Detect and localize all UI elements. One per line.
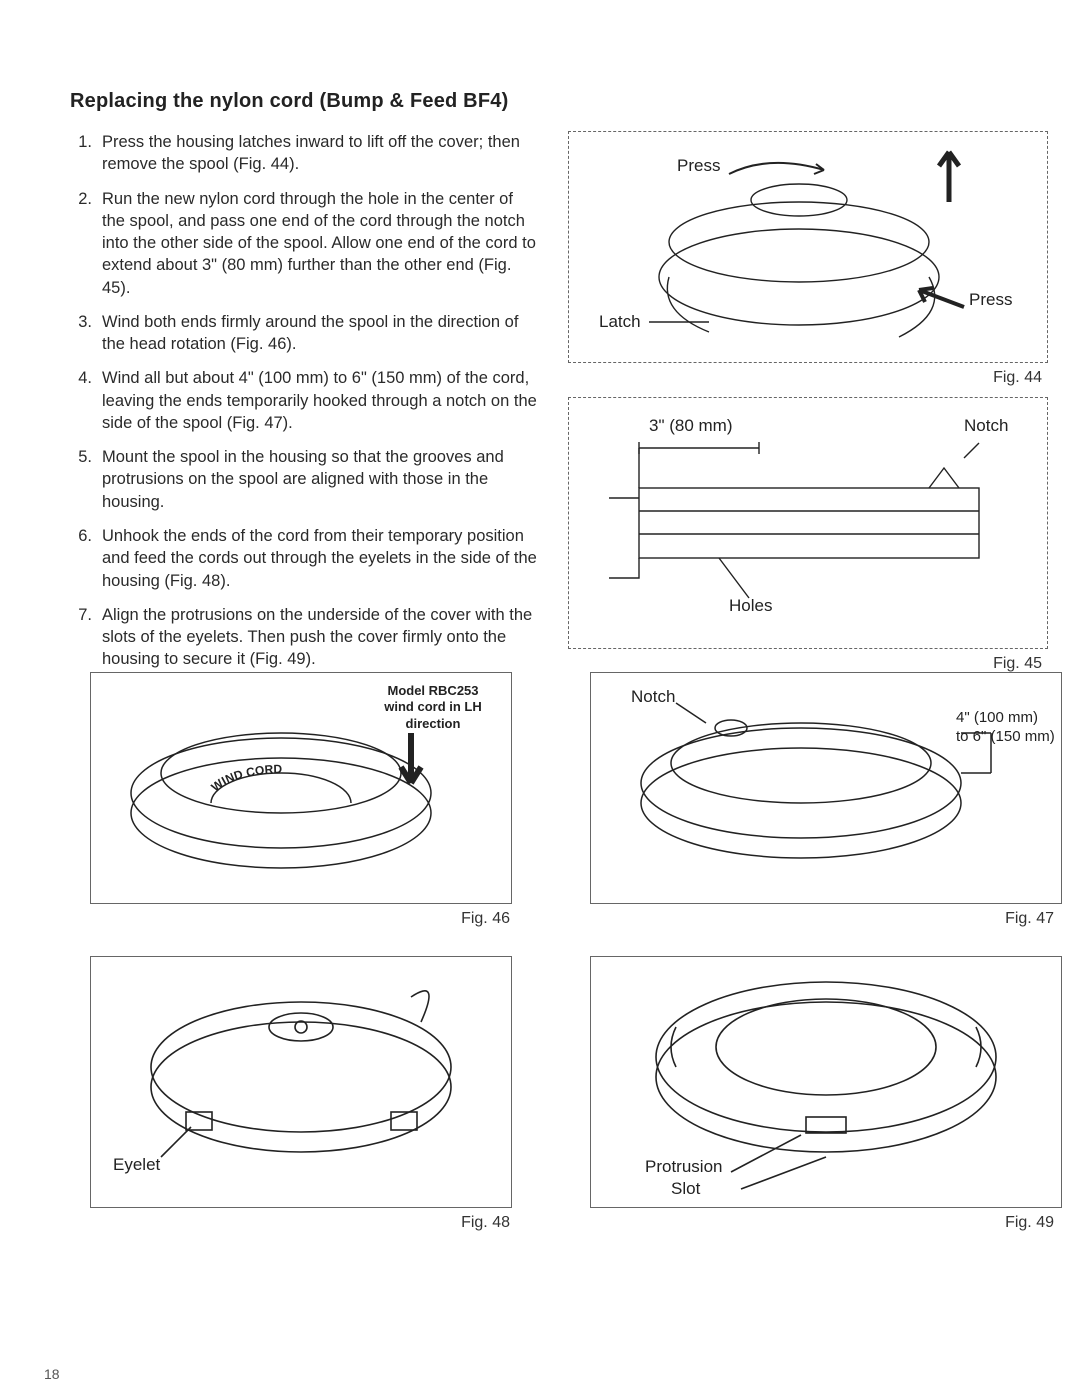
figure-45: 3" (80 mm) Notch Holes — [568, 397, 1048, 649]
figure-44: Press Press Latch — [568, 131, 1048, 363]
figure-44-svg — [569, 132, 1049, 362]
section-title: Replacing the nylon cord (Bump & Feed BF… — [70, 90, 1060, 113]
step-number: 6. — [70, 525, 92, 592]
step-number: 4. — [70, 367, 92, 434]
figures-column: Press Press Latch Fig. 44 — [568, 131, 1048, 683]
figure-45-caption: Fig. 45 — [568, 655, 1048, 673]
instructions-column: 1.Press the housing latches inward to li… — [70, 131, 540, 683]
label-dimension: 4" (100 mm) to 6" (150 mm) — [956, 709, 1055, 747]
label-holes: Holes — [729, 596, 772, 616]
figure-46-caption: Fig. 46 — [70, 910, 540, 928]
step-number: 3. — [70, 311, 92, 356]
step-text: Align the protrusions on the underside o… — [102, 604, 540, 671]
figure-48-panel: Eyelet Fig. 48 — [70, 956, 540, 1242]
step-item: 2.Run the new nylon cord through the hol… — [70, 188, 540, 299]
two-column-area: 1.Press the housing latches inward to li… — [70, 131, 1060, 683]
step-text: Wind both ends firmly around the spool i… — [102, 311, 540, 356]
figure-47-svg — [591, 673, 1061, 903]
label-slot: Slot — [671, 1179, 700, 1199]
step-item: 7.Align the protrusions on the underside… — [70, 604, 540, 671]
step-number: 5. — [70, 446, 92, 513]
step-item: 5.Mount the spool in the housing so that… — [70, 446, 540, 513]
figure-47-caption: Fig. 47 — [590, 910, 1060, 928]
lower-figures-grid: WIND CORD Model RBC253 wind cord in LH d… — [70, 672, 1060, 1242]
label-press: Press — [969, 290, 1012, 310]
step-item: 4.Wind all but about 4" (100 mm) to 6" (… — [70, 367, 540, 434]
steps-list: 1.Press the housing latches inward to li… — [70, 131, 540, 671]
label-press: Press — [677, 156, 720, 176]
step-number: 1. — [70, 131, 92, 176]
figure-48-caption: Fig. 48 — [70, 1214, 540, 1232]
label-protrusion: Protrusion — [645, 1157, 722, 1177]
step-item: 1.Press the housing latches inward to li… — [70, 131, 540, 176]
figure-49-caption: Fig. 49 — [590, 1214, 1060, 1232]
page-number: 18 — [44, 1366, 60, 1382]
step-number: 7. — [70, 604, 92, 671]
step-number: 2. — [70, 188, 92, 299]
figure-46-panel: WIND CORD Model RBC253 wind cord in LH d… — [70, 672, 540, 938]
page-content: Replacing the nylon cord (Bump & Feed BF… — [70, 90, 1060, 683]
label-notch: Notch — [964, 416, 1008, 436]
label-eyelet: Eyelet — [113, 1155, 160, 1175]
step-text: Run the new nylon cord through the hole … — [102, 188, 540, 299]
figure-47: Notch 4" (100 mm) to 6" (150 mm) — [590, 672, 1062, 904]
figure-44-caption: Fig. 44 — [568, 369, 1048, 387]
figure-48: Eyelet — [90, 956, 512, 1208]
figure-46: WIND CORD Model RBC253 wind cord in LH d… — [90, 672, 512, 904]
figure-49: Protrusion Slot — [590, 956, 1062, 1208]
step-text: Mount the spool in the housing so that t… — [102, 446, 540, 513]
step-text: Press the housing latches inward to lift… — [102, 131, 540, 176]
label-dimension: 3" (80 mm) — [649, 416, 733, 436]
label-model-note: Model RBC253 wind cord in LH direction — [373, 683, 493, 732]
svg-text:WIND CORD: WIND CORD — [209, 762, 283, 794]
label-latch: Latch — [599, 312, 641, 332]
step-item: 3.Wind both ends firmly around the spool… — [70, 311, 540, 356]
step-text: Wind all but about 4" (100 mm) to 6" (15… — [102, 367, 540, 434]
figure-47-panel: Notch 4" (100 mm) to 6" (150 mm) Fig. 47 — [590, 672, 1060, 938]
label-wind-cord: WIND CORD — [209, 762, 283, 794]
step-text: Unhook the ends of the cord from their t… — [102, 525, 540, 592]
label-notch: Notch — [631, 687, 675, 707]
figure-49-panel: Protrusion Slot Fig. 49 — [590, 956, 1060, 1242]
step-item: 6.Unhook the ends of the cord from their… — [70, 525, 540, 592]
